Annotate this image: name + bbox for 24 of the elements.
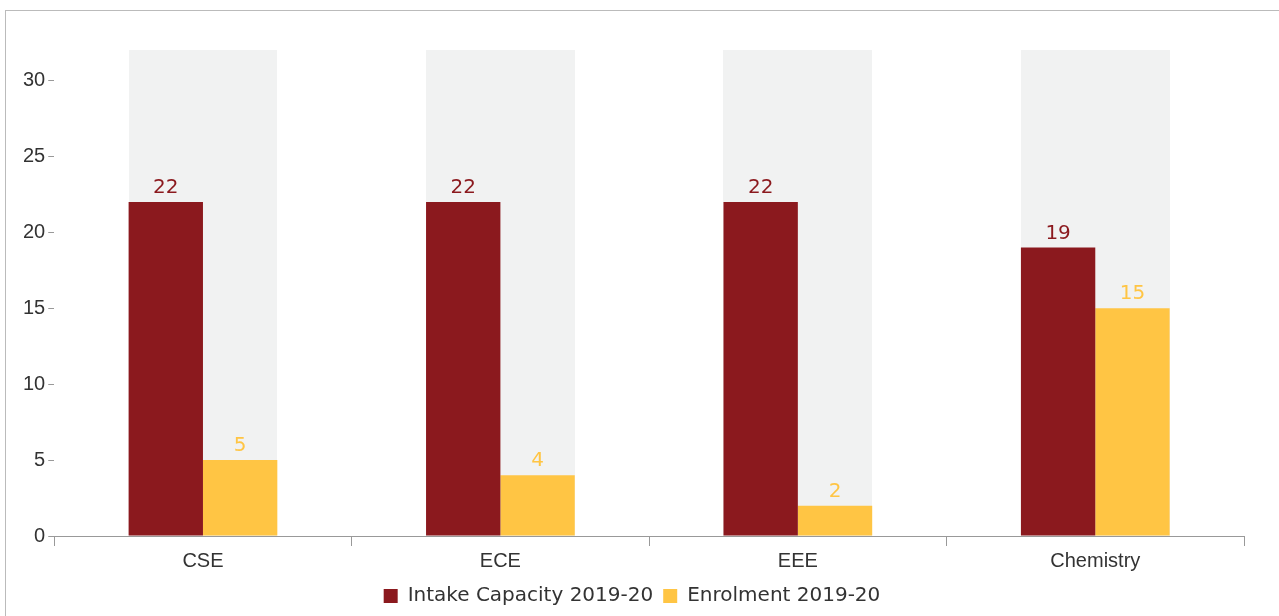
y-tick-label: 20 bbox=[23, 219, 46, 242]
x-tick-label: EEE bbox=[777, 548, 818, 571]
legend-label: Enrolment 2019-20 bbox=[687, 582, 881, 607]
y-tick-label: 30 bbox=[23, 67, 46, 90]
data-label: 22 bbox=[153, 174, 179, 199]
y-tick-label: 15 bbox=[23, 295, 46, 318]
bar bbox=[797, 505, 873, 536]
data-label: 15 bbox=[1119, 280, 1146, 305]
data-label: 22 bbox=[747, 174, 774, 199]
y-tick-label: 25 bbox=[23, 143, 46, 166]
data-label: 19 bbox=[1045, 219, 1071, 244]
x-tick-label: Chemistry bbox=[1050, 548, 1141, 571]
legend-label: Intake Capacity 2019-20 bbox=[407, 582, 654, 607]
y-tick-label: 0 bbox=[34, 523, 46, 546]
data-label: 22 bbox=[450, 174, 476, 199]
x-tick-label: CSE bbox=[182, 548, 224, 571]
bar bbox=[500, 475, 575, 536]
data-label: 4 bbox=[531, 447, 544, 472]
data-label: 2 bbox=[828, 477, 842, 502]
y-tick-label: 10 bbox=[23, 371, 46, 394]
bar bbox=[202, 460, 278, 536]
y-tick-label: 5 bbox=[34, 447, 46, 470]
data-label: 5 bbox=[233, 432, 247, 457]
x-tick-label: ECE bbox=[479, 548, 521, 571]
